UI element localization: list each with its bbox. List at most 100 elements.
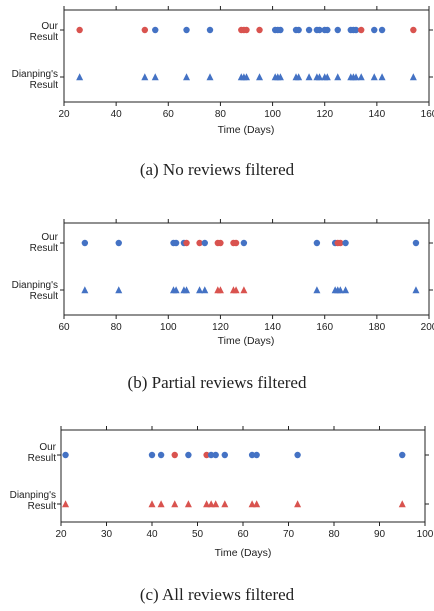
row-labels-c: Our Result Dianping's Result: [10, 442, 57, 512]
x-tick-label: 120: [316, 109, 333, 120]
x-tick-label: 140: [369, 109, 386, 120]
dianping-result-point: [357, 73, 365, 81]
dianping-result-point: [221, 500, 229, 508]
our-result-point: [334, 26, 341, 34]
x-tick-label: 100: [160, 322, 177, 333]
x-tick-label: 70: [283, 529, 295, 540]
our-result-point: [358, 26, 365, 34]
dianping-result-point: [240, 286, 248, 294]
x-tick-label: 160: [421, 109, 434, 120]
dianping-result-point: [294, 500, 302, 508]
row-label-our-b: Our Result: [30, 232, 59, 254]
dianping-result-point: [305, 73, 313, 81]
our-result-point: [378, 26, 386, 34]
dianping-result-point: [352, 73, 360, 81]
our-result-point: [337, 239, 344, 247]
our-result-point: [217, 239, 224, 247]
dianping-result-point: [207, 500, 215, 508]
x-tick-label: 80: [215, 109, 227, 120]
row-label-our-a: Our Result: [30, 21, 59, 43]
x-ticks-a: 20 40 60 80 100 120 140 160: [58, 6, 434, 120]
our-result-point: [148, 451, 156, 459]
our-result-point: [352, 26, 360, 34]
x-tick-label: 60: [237, 529, 249, 540]
panel-c: Our Result Dianping's Result 20 30 40 50 60 70 8…: [10, 426, 434, 604]
x-axis-label-b: Time (Days): [218, 335, 275, 347]
dianping-result-point: [148, 500, 156, 508]
panel-a: Our Result Dianping's Result 20 40 60 80 100 12…: [12, 6, 434, 179]
dianping-result-point: [334, 73, 342, 81]
our-result-point: [294, 451, 301, 459]
dianping-result-point: [172, 286, 180, 294]
dianping-result-point: [398, 500, 406, 508]
our-result-point: [62, 451, 69, 459]
our-result-point: [141, 26, 149, 34]
x-tick-label: 30: [101, 529, 113, 540]
dianping-result-point: [378, 73, 386, 81]
our-result-point: [221, 451, 228, 459]
x-tick-label: 100: [417, 529, 434, 540]
row-label-our-c: Our Result: [28, 442, 57, 464]
x-tick-label: 80: [328, 529, 340, 540]
dianping-result-point: [409, 73, 417, 81]
our-result-point: [232, 239, 240, 247]
x-ticks-c: 20 30 40 50 60 70 80 90 100: [55, 426, 434, 540]
our-result-point: [410, 26, 417, 34]
dianping-result-point: [62, 500, 70, 508]
x-tick-label: 40: [111, 109, 123, 120]
x-tick-label: 60: [163, 109, 175, 120]
our-result-point: [316, 26, 323, 34]
our-result-point: [157, 451, 165, 459]
marks-b: [81, 239, 420, 294]
x-tick-label: 20: [55, 529, 67, 540]
x-tick-label: 160: [316, 322, 333, 333]
our-result-point: [185, 451, 192, 459]
our-result-point: [248, 451, 256, 459]
our-result-point: [277, 26, 284, 34]
x-tick-label: 80: [111, 322, 123, 333]
marks-c: [62, 451, 406, 508]
row-label-dianping-a: Dianping's Result: [12, 69, 59, 91]
caption-c: (c) All reviews filtered: [140, 585, 295, 604]
our-result-point: [342, 239, 349, 247]
dianping-result-point: [412, 286, 420, 294]
dianping-result-point: [216, 286, 224, 294]
dianping-result-point: [323, 73, 331, 81]
dianping-result-point: [295, 73, 303, 81]
x-tick-label: 40: [146, 529, 158, 540]
dianping-result-point: [370, 73, 378, 81]
our-result-point: [305, 26, 313, 34]
our-result-point: [313, 239, 321, 247]
x-tick-label: 120: [212, 322, 229, 333]
dianping-result-point: [151, 73, 159, 81]
row-labels-a: Our Result Dianping's Result: [12, 21, 59, 91]
plot-area-b: [63, 222, 430, 316]
our-result-point: [81, 239, 89, 247]
dianping-result-point: [206, 73, 214, 81]
row-label-dianping-b: Dianping's Result: [12, 280, 59, 302]
dianping-result-point: [342, 286, 350, 294]
our-result-point: [183, 239, 190, 247]
dianping-result-point: [232, 286, 240, 294]
x-axis-label-a: Time (Days): [218, 124, 275, 136]
our-result-point: [115, 239, 122, 247]
dianping-result-point: [196, 286, 204, 294]
our-result-point: [412, 239, 420, 247]
x-tick-label: 200: [421, 322, 434, 333]
row-label-dianping-c: Dianping's Result: [10, 490, 57, 512]
our-result-point: [76, 26, 83, 34]
dianping-result-point: [212, 500, 220, 508]
our-result-point: [207, 451, 215, 459]
x-tick-label: 60: [58, 322, 70, 333]
dianping-result-point: [201, 286, 209, 294]
dianping-result-point: [183, 286, 191, 294]
row-labels-b: Our Result Dianping's Result: [12, 232, 59, 302]
our-result-point: [399, 451, 406, 459]
dianping-result-point: [203, 500, 211, 508]
dianping-result-point: [253, 500, 261, 508]
our-result-point: [371, 26, 378, 34]
our-result-point: [201, 239, 208, 247]
x-ticks-b: 60 80 100 120 140 160 180 200: [58, 219, 434, 333]
dianping-result-point: [276, 73, 284, 81]
